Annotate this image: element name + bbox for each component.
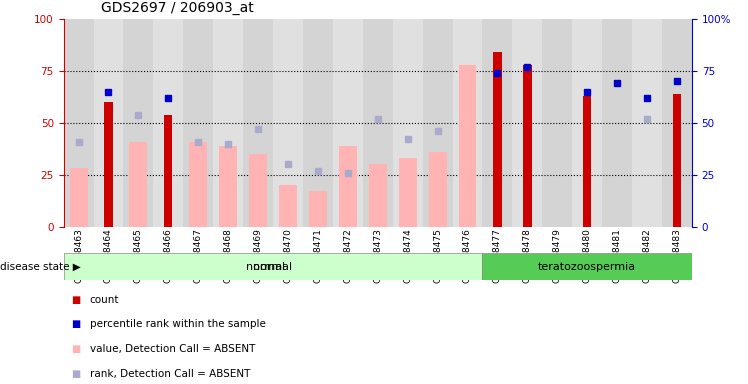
Text: normal: normal <box>246 262 285 272</box>
Bar <box>453 19 482 227</box>
Bar <box>303 19 333 227</box>
Bar <box>249 154 267 227</box>
Text: teratozoospermia: teratozoospermia <box>538 262 637 272</box>
Bar <box>393 19 423 227</box>
Bar <box>632 19 662 227</box>
Text: ■: ■ <box>71 319 80 329</box>
Bar <box>542 19 572 227</box>
Text: disease state ▶: disease state ▶ <box>0 262 81 272</box>
Bar <box>164 114 173 227</box>
Bar <box>153 19 183 227</box>
Bar <box>482 253 692 280</box>
Bar <box>369 164 387 227</box>
Bar <box>493 52 502 227</box>
Bar <box>64 253 482 280</box>
Bar <box>333 19 363 227</box>
Bar <box>399 158 417 227</box>
Bar <box>523 65 532 227</box>
Bar <box>273 19 303 227</box>
Bar <box>70 169 88 227</box>
Bar <box>423 19 453 227</box>
Text: percentile rank within the sample: percentile rank within the sample <box>90 319 266 329</box>
Bar <box>309 191 327 227</box>
Bar <box>662 19 692 227</box>
Text: ■: ■ <box>71 369 80 379</box>
Bar <box>219 146 237 227</box>
Bar <box>363 19 393 227</box>
Bar <box>94 19 123 227</box>
Bar <box>189 142 207 227</box>
Bar <box>459 65 476 227</box>
Text: GDS2697 / 206903_at: GDS2697 / 206903_at <box>101 2 254 15</box>
Text: value, Detection Call = ABSENT: value, Detection Call = ABSENT <box>90 344 255 354</box>
Bar <box>583 96 592 227</box>
Text: count: count <box>90 295 119 305</box>
Text: normal: normal <box>254 262 292 272</box>
Bar <box>213 19 243 227</box>
Bar <box>279 185 297 227</box>
Bar <box>339 146 357 227</box>
Text: ■: ■ <box>71 344 80 354</box>
Bar <box>672 94 681 227</box>
Bar <box>64 19 94 227</box>
Bar <box>482 19 512 227</box>
Bar <box>129 142 147 227</box>
Bar <box>243 19 273 227</box>
Bar <box>602 19 632 227</box>
Bar <box>123 19 153 227</box>
Bar <box>429 152 447 227</box>
Bar <box>104 102 113 227</box>
Bar <box>512 19 542 227</box>
Bar <box>183 19 213 227</box>
Text: ■: ■ <box>71 295 80 305</box>
Bar <box>572 19 602 227</box>
Text: rank, Detection Call = ABSENT: rank, Detection Call = ABSENT <box>90 369 250 379</box>
